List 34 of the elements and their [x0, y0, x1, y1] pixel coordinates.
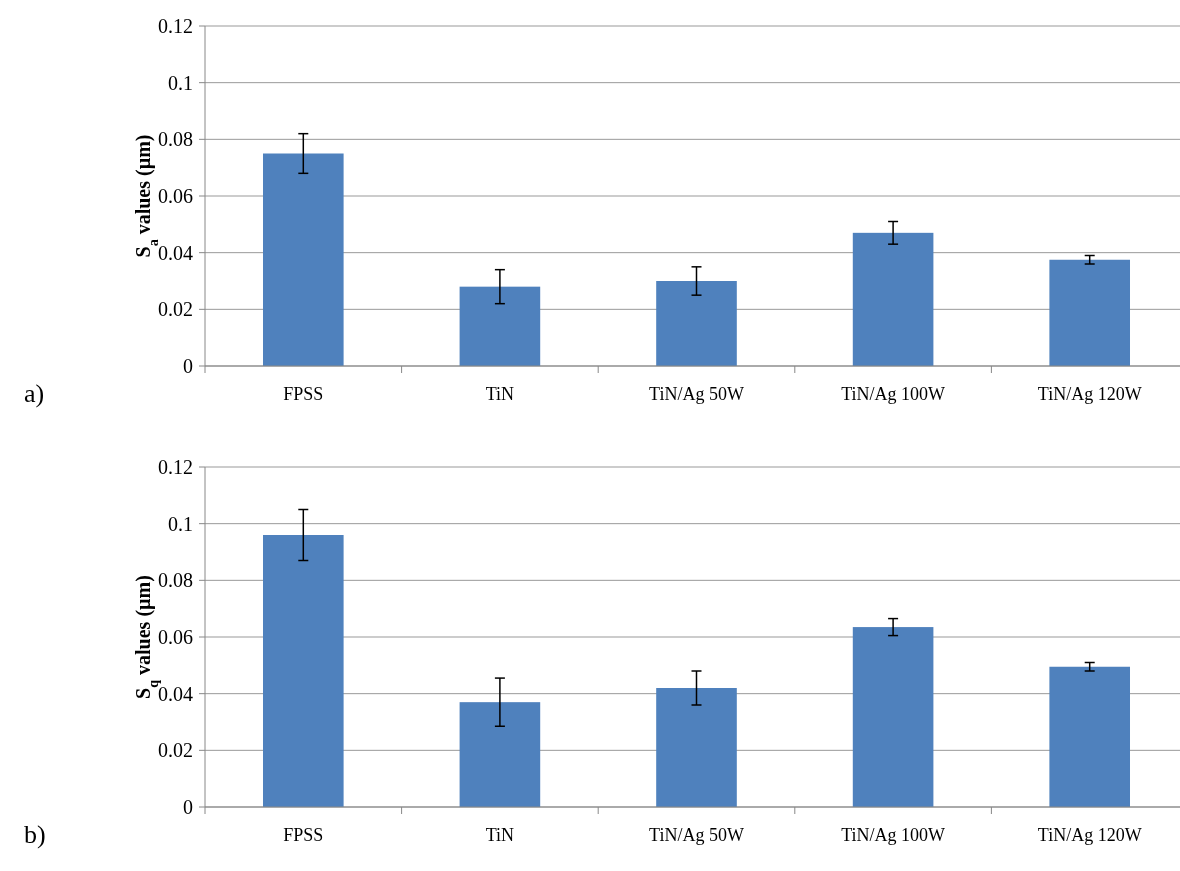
- y-tick-label: 0.1: [168, 512, 193, 535]
- x-tick-label: TiN: [485, 825, 515, 845]
- y-tick-label: 0: [183, 355, 193, 377]
- bar: [656, 281, 737, 366]
- bar: [1049, 666, 1131, 807]
- y-tick-label: 0.08: [158, 128, 193, 151]
- x-tick-label: TiN/Ag 50W: [649, 825, 744, 845]
- y-tick-label: 0.12: [158, 15, 193, 37]
- text: a): [24, 379, 45, 408]
- y-tick-label: 0: [183, 796, 193, 818]
- y-tick-label: 0.08: [158, 569, 193, 592]
- y-tick-label: 0.02: [158, 739, 193, 762]
- x-tick-label: FPSS: [283, 825, 324, 845]
- x-tick-label: TiN/Ag 50W: [649, 384, 744, 404]
- bar: [1049, 259, 1131, 366]
- text: b): [24, 820, 46, 849]
- bar: [852, 232, 934, 366]
- bar: [263, 535, 344, 807]
- x-tick-label: TiN/Ag 100W: [841, 384, 946, 404]
- x-tick-label: FPSS: [283, 384, 324, 404]
- y-tick-label: 0.06: [158, 185, 193, 207]
- x-tick-label: TiN/Ag 100W: [841, 825, 946, 845]
- y-tick-label: 0.02: [158, 298, 193, 321]
- x-tick-label: TiN/Ag 120W: [1037, 825, 1142, 845]
- bar: [852, 627, 934, 807]
- bar: [459, 702, 541, 807]
- bar: [263, 153, 344, 366]
- y-tick-label: 0.12: [158, 456, 193, 478]
- x-tick-label: TiN/Ag 120W: [1037, 384, 1142, 404]
- x-tick-label: TiN: [485, 384, 515, 404]
- y-tick-label: 0.06: [158, 626, 193, 648]
- y-tick-label: 0.1: [168, 71, 193, 94]
- bar: [459, 286, 541, 366]
- bar: [656, 688, 737, 807]
